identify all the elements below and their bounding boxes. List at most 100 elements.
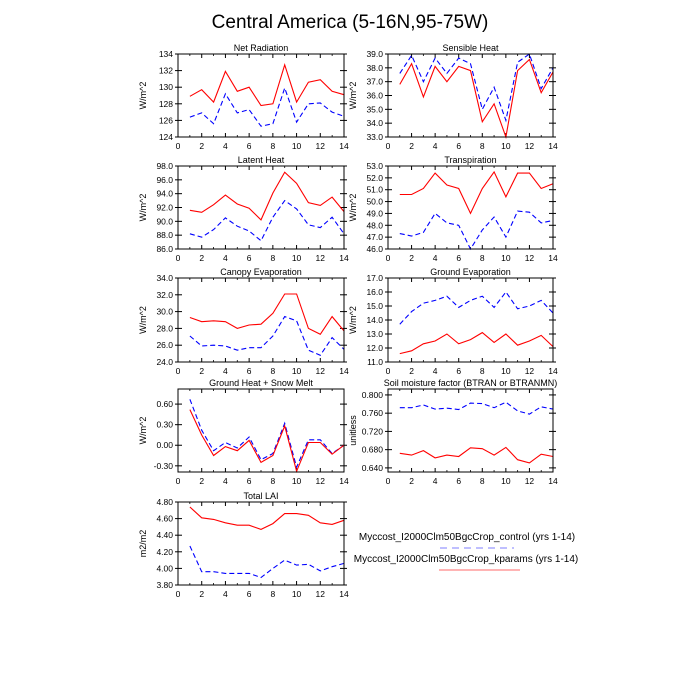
y-axis-label: W/m^2 [138, 306, 148, 334]
y-tick-label: 53.0 [366, 161, 383, 171]
y-tick-label: 134 [159, 49, 173, 59]
plot-frame [177, 388, 345, 473]
x-tick-label: 4 [223, 476, 228, 486]
x-tick-label: 10 [501, 476, 511, 486]
x-tick-label: 12 [316, 141, 326, 151]
panel-title: Net Radiation [234, 43, 289, 53]
y-tick-label: 11.0 [367, 357, 383, 367]
panel-net-radiation: Net Radiation W/m^2 0 2 4 6 8 10 12 14 124 126 128 13… [138, 43, 349, 151]
x-tick-label: 2 [199, 476, 204, 486]
panel-title: Sensible Heat [442, 43, 499, 53]
legend-label-kparams: Myccost_I2000Clm50BgcCrop_kparams (yrs 1… [354, 554, 579, 565]
series-line-kparams [399, 58, 554, 140]
y-tick-label: 130 [159, 82, 173, 92]
x-tick-label: 10 [292, 476, 302, 486]
series-line-control [189, 86, 345, 127]
x-tick-label: 8 [480, 253, 485, 263]
y-tick-label: 39.0 [366, 49, 383, 59]
y-tick-label: 51.0 [366, 185, 383, 195]
y-tick-label: 86.0 [156, 244, 173, 254]
y-tick-label: 94.0 [156, 189, 173, 199]
x-tick-label: 4 [433, 476, 438, 486]
y-tick-label: 126 [159, 115, 173, 125]
x-tick-label: 8 [270, 589, 275, 599]
panel-ground-evaporation: Ground Evaporation W/m^2 0 2 4 6 8 10 12 14 11.0 12… [348, 267, 558, 376]
x-tick-label: 10 [501, 141, 511, 151]
series-line-kparams [189, 62, 345, 107]
x-tick-label: 10 [292, 589, 302, 599]
plot-frame [387, 277, 554, 363]
y-tick-label: 90.0 [156, 216, 173, 226]
y-tick-label: 88.0 [156, 230, 173, 240]
plot-frame [177, 501, 345, 586]
x-tick-label: 4 [223, 253, 228, 263]
x-tick-label: 0 [176, 253, 181, 263]
x-tick-label: 12 [316, 253, 326, 263]
panel-ground-heat-snow-melt: Ground Heat + Snow Melt W/m^2 0 2 4 6 8 10 12 14 -… [138, 378, 349, 486]
x-tick-label: 0 [386, 253, 391, 263]
panel-transpiration: Transpiration W/m^2 0 2 4 6 8 10 12 14 46.0 47.0 48.… [348, 155, 558, 263]
y-tick-label: 48.0 [366, 220, 383, 230]
x-tick-label: 2 [409, 253, 414, 263]
x-tick-label: 4 [223, 589, 228, 599]
y-tick-label: 36.0 [366, 91, 383, 101]
y-tick-label: 14.0 [366, 315, 383, 325]
panel-title: Total LAI [243, 491, 278, 501]
x-tick-label: 14 [339, 253, 349, 263]
y-tick-label: 46.0 [366, 244, 383, 254]
panel-soil-moisture-factor-btran-or-btranmn: Soil moisture factor (BTRAN or BTRANMN) u… [348, 378, 558, 486]
x-tick-label: 14 [548, 366, 558, 376]
plot-frame [387, 53, 554, 138]
x-tick-label: 8 [270, 476, 275, 486]
series-line-control [189, 315, 345, 356]
y-tick-label: 4.40 [156, 530, 173, 540]
y-axis-label: W/m^2 [138, 194, 148, 222]
y-tick-label: 0.720 [362, 426, 384, 436]
y-tick-label: 4.00 [156, 563, 173, 573]
x-tick-label: 8 [480, 366, 485, 376]
y-tick-label: 0.00 [156, 440, 173, 450]
x-tick-label: 2 [199, 141, 204, 151]
y-tick-label: 50.0 [366, 197, 383, 207]
y-tick-label: 0.30 [156, 420, 173, 430]
plot-frame [177, 53, 345, 138]
x-tick-label: 12 [525, 253, 535, 263]
x-tick-label: 4 [223, 141, 228, 151]
x-tick-label: 8 [270, 253, 275, 263]
x-tick-label: 10 [292, 366, 302, 376]
y-tick-label: 12.0 [366, 343, 383, 353]
y-axis-label: W/m^2 [348, 306, 358, 334]
series-line-kparams [399, 170, 554, 215]
x-tick-label: 2 [199, 253, 204, 263]
y-tick-label: 49.0 [366, 208, 383, 218]
x-tick-label: 6 [247, 476, 252, 486]
y-tick-label: 34.0 [156, 273, 173, 283]
y-tick-label: 132 [159, 66, 173, 76]
x-tick-label: 4 [433, 253, 438, 263]
y-tick-label: 17.0 [366, 273, 383, 283]
x-tick-label: 4 [433, 141, 438, 151]
x-tick-label: 10 [292, 141, 302, 151]
y-tick-label: 96.0 [156, 175, 173, 185]
series-line-kparams [189, 506, 345, 530]
x-tick-label: 6 [456, 141, 461, 151]
x-tick-label: 14 [339, 476, 349, 486]
y-tick-label: 33.0 [366, 132, 383, 142]
x-tick-label: 8 [270, 366, 275, 376]
y-tick-label: 0.60 [156, 399, 173, 409]
y-tick-label: 32.0 [156, 290, 173, 300]
y-tick-label: 0.680 [362, 445, 384, 455]
x-tick-label: 2 [409, 366, 414, 376]
panel-sensible-heat: Sensible Heat W/m^2 0 2 4 6 8 10 12 14 33.0 34.0 35.… [348, 43, 558, 151]
series-line-kparams [189, 171, 345, 221]
x-tick-label: 10 [501, 253, 511, 263]
x-tick-label: 6 [456, 366, 461, 376]
x-tick-label: 0 [176, 589, 181, 599]
figure-title: Central America (5-16N,95-75W) [212, 12, 489, 33]
x-tick-label: 6 [247, 366, 252, 376]
panel-title: Transpiration [444, 155, 496, 165]
x-tick-label: 6 [247, 589, 252, 599]
series-line-control [189, 545, 345, 579]
y-tick-label: 0.760 [362, 408, 384, 418]
